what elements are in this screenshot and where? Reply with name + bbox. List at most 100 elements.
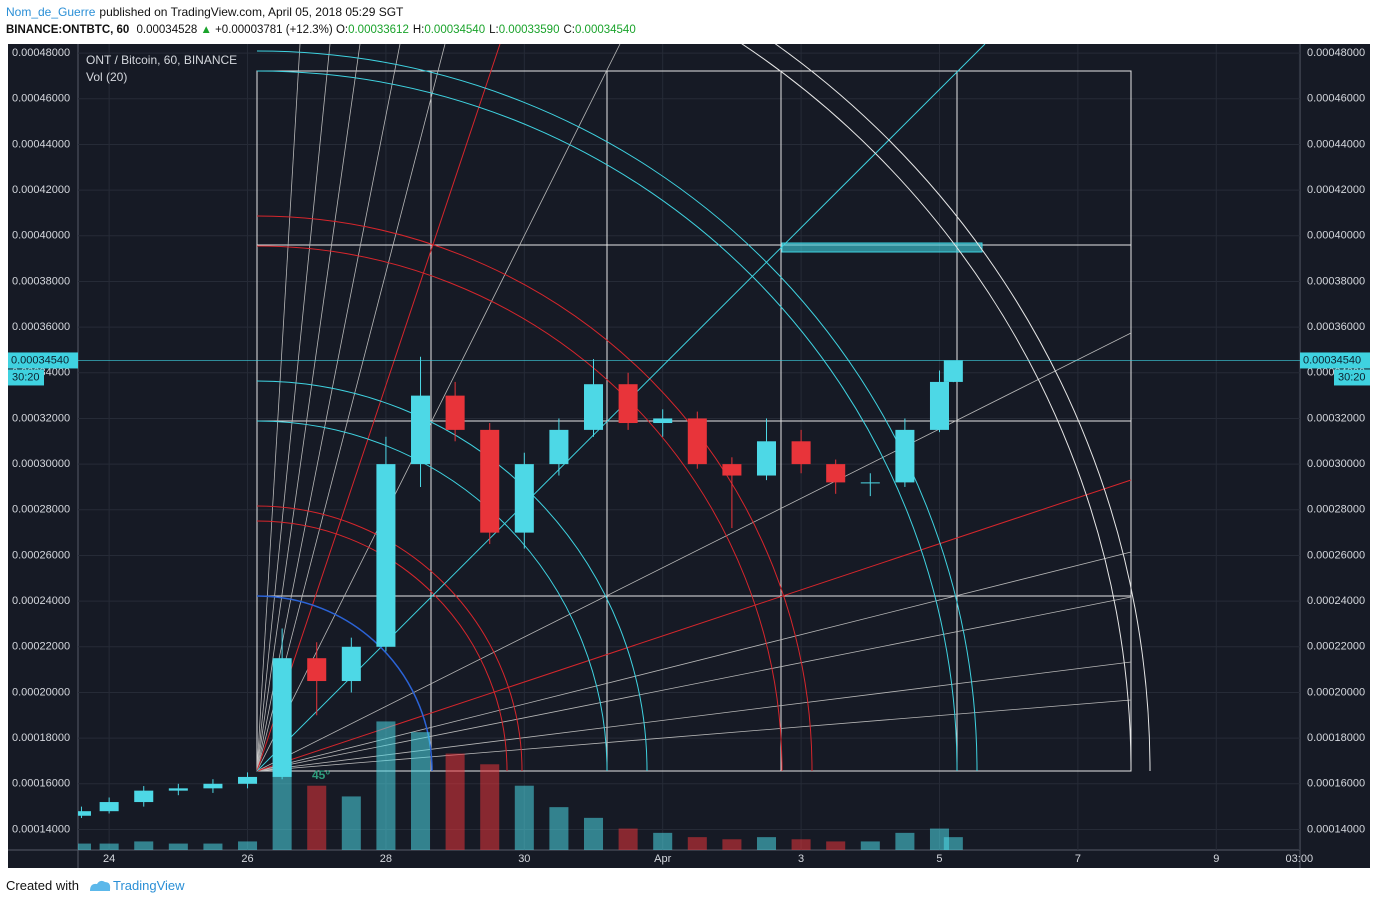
candle-body: [943, 360, 963, 382]
y-tick-label: 0.00028000: [12, 504, 70, 516]
angle-label: 45°: [312, 768, 330, 782]
volume-pane: [78, 721, 963, 850]
volume-bar: [272, 764, 292, 850]
change: +0.00003781 (+12.3%): [215, 24, 333, 36]
footer: Created with TradingView: [6, 878, 185, 893]
y-tick-label: 0.00018000: [1307, 732, 1365, 744]
y-tick-label: 0.00044000: [1307, 138, 1365, 150]
ohlc-value: 0.00034540: [424, 24, 486, 36]
candle-body: [134, 790, 154, 803]
y-tick-label: 0.00016000: [12, 778, 70, 790]
ohlc-label: L:: [489, 24, 499, 36]
candle-body: [618, 384, 638, 424]
x-tick-label: 03:00: [1286, 853, 1314, 865]
candle-body: [272, 658, 292, 777]
author[interactable]: Nom_de_Guerre: [6, 5, 96, 19]
volume-bar: [860, 841, 880, 850]
countdown-badge: [8, 369, 44, 386]
candle-body: [168, 788, 188, 791]
volume-bar: [549, 807, 569, 850]
candle-body: [307, 658, 327, 682]
x-tick-label: 3: [798, 853, 804, 865]
candle-body: [860, 482, 880, 484]
y-tick-label: 0.00032000: [1307, 412, 1365, 424]
candle-body: [549, 429, 569, 465]
candle-body: [722, 464, 742, 476]
price-badge-label: 0.00034540: [11, 354, 69, 366]
y-tick-label: 0.00038000: [1307, 275, 1365, 287]
volume-bar: [445, 753, 465, 850]
y-tick-label: 0.00046000: [12, 93, 70, 105]
y-tick-label: 0.00014000: [1307, 823, 1365, 835]
y-tick-label: 0.00030000: [1307, 458, 1365, 470]
volume-bar: [583, 817, 604, 850]
gann-drawing: [256, 44, 1151, 772]
y-tick-label: 0.00040000: [12, 230, 70, 242]
candle-body: [238, 776, 258, 784]
y-tick-label: 0.00040000: [1307, 230, 1365, 242]
volume-bar: [238, 841, 258, 850]
volume-bar: [653, 832, 673, 850]
y-tick-label: 0.00024000: [1307, 595, 1365, 607]
volume-bar: [756, 837, 777, 850]
y-tick-label: 0.00042000: [12, 184, 70, 196]
ohlc-value: 0.00034540: [574, 24, 636, 36]
candle-body: [376, 464, 396, 647]
candle-body: [78, 811, 91, 816]
candle-body: [929, 381, 950, 430]
ohlc-label: C:: [563, 24, 575, 36]
y-tick-label: 0.00024000: [12, 595, 70, 607]
y-tick-label: 0.00018000: [12, 732, 70, 744]
symbol: BINANCE:ONTBTC, 60: [6, 24, 130, 36]
y-tick-label: 0.00022000: [1307, 641, 1365, 653]
countdown-label: 30:20: [1338, 371, 1366, 383]
y-tick-label: 0.00038000: [12, 275, 70, 287]
price-badge: [8, 352, 78, 369]
y-tick-label: 0.00026000: [1307, 549, 1365, 561]
volume-bar: [341, 796, 361, 850]
ohlc-value: 0.00033590: [498, 24, 560, 36]
volume-bar: [826, 841, 846, 850]
x-axis: 24 26 28 30 Apr 3 5 7 9 03:00: [103, 853, 1313, 865]
chart: ONT / Bitcoin, 60, BINANCE Vol (20) 45° …: [8, 44, 1370, 868]
volume-bar: [78, 843, 91, 850]
candle-body: [203, 783, 223, 789]
volume-bar: [514, 785, 534, 850]
y-tick-label: 0.00042000: [1307, 184, 1365, 196]
y-tick-label: 0.00044000: [12, 138, 70, 150]
header-line: Nom_de_Guerre published on TradingView.co…: [6, 3, 636, 21]
ohlc-value: 0.00033612: [348, 24, 409, 36]
y-tick-label: 0.00030000: [12, 458, 70, 470]
candle-body: [826, 464, 846, 483]
y-tick-label: 0.00014000: [12, 823, 70, 835]
y-tick-label: 0.00028000: [1307, 504, 1365, 516]
volume-bar: [791, 839, 811, 850]
y-tick-label: 0.00036000: [1307, 321, 1365, 333]
y-tick-label: 0.00048000: [1307, 47, 1365, 59]
volume-bar: [687, 837, 707, 850]
y-tick-label: 0.00020000: [1307, 686, 1365, 698]
candle-body: [411, 395, 431, 465]
countdown-badge: [1334, 369, 1370, 386]
x-tick-label: Apr: [654, 853, 671, 865]
volume-bar: [203, 843, 223, 850]
x-tick-label: 26: [241, 853, 253, 865]
indicator-label: Vol (20): [86, 70, 127, 84]
brand[interactable]: TradingView: [112, 878, 185, 893]
up-arrow: ▲: [200, 24, 212, 36]
published: published on TradingView.com, April 05, …: [99, 5, 404, 19]
y-tick-label: 0.00048000: [12, 47, 70, 59]
brand-logo: [90, 880, 111, 891]
y-tick-label: 0.00026000: [12, 549, 70, 561]
candle-body: [99, 802, 119, 812]
countdown-label: 30:20: [12, 371, 40, 383]
y-tick-label: 0.00016000: [1307, 778, 1365, 790]
volume-bar: [376, 721, 396, 850]
y-tick-label: 0.00046000: [1307, 93, 1365, 105]
grid: [78, 44, 1300, 850]
quote-line: BINANCE:ONTBTC, 60 0.00034528 ▲ +0.00003…: [6, 21, 636, 39]
candle-body: [445, 395, 465, 430]
candle-body: [583, 384, 604, 430]
candle-body: [756, 441, 777, 476]
